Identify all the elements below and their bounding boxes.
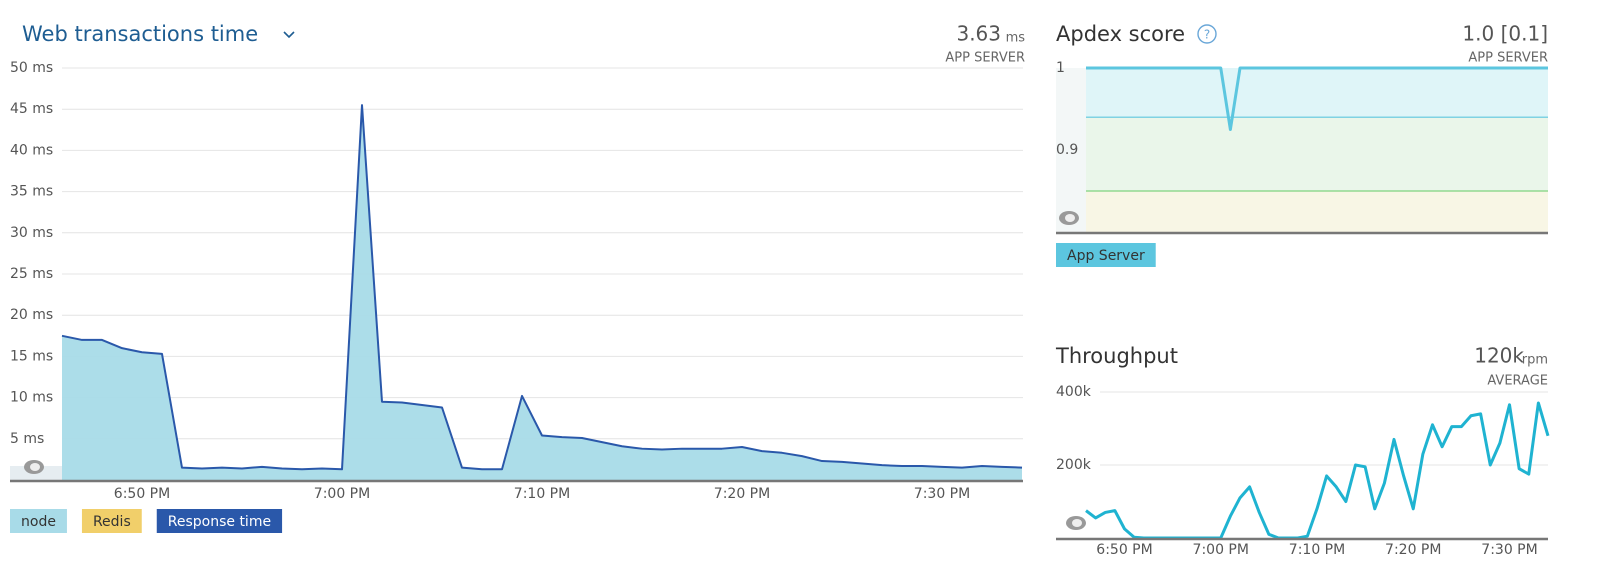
legend-swatch[interactable] bbox=[1056, 243, 1156, 267]
toggle-icon-inner[interactable] bbox=[1072, 519, 1082, 527]
chart-title[interactable]: Web transactions time bbox=[22, 22, 258, 46]
x-tick-label: 7:00 PM bbox=[314, 486, 370, 502]
x-tick-label: 7:30 PM bbox=[1481, 542, 1537, 558]
y-tick-label: 10 ms bbox=[10, 390, 53, 406]
x-tick-label: 7:10 PM bbox=[514, 486, 570, 502]
toggle-icon-inner[interactable] bbox=[30, 463, 40, 471]
toggle-icon-inner[interactable] bbox=[1065, 214, 1075, 222]
legend-swatch[interactable] bbox=[10, 509, 67, 533]
dropdown-chevron[interactable] bbox=[283, 31, 295, 39]
y-tick-label: 40 ms bbox=[10, 142, 53, 158]
summary-label: APP SERVER bbox=[1468, 51, 1548, 66]
y-tick-label: 50 ms bbox=[10, 60, 53, 76]
legend-label[interactable]: Response time bbox=[168, 514, 271, 530]
summary-label: APP SERVER bbox=[945, 51, 1025, 66]
y-tick-label: 45 ms bbox=[10, 101, 53, 117]
chart-title: Apdex score bbox=[1056, 22, 1185, 46]
y-tick-label: 35 ms bbox=[10, 184, 53, 200]
y-tick-label: 30 ms bbox=[10, 225, 53, 241]
no-data-fade bbox=[1056, 68, 1086, 232]
summary-value: 1.0 [0.1] bbox=[1462, 22, 1548, 46]
x-tick-label: 7:20 PM bbox=[1385, 542, 1441, 558]
area bbox=[62, 105, 1022, 470]
apdex-band bbox=[1086, 68, 1548, 118]
summary-unit: ms bbox=[1006, 31, 1026, 46]
y-tick-label: 5 ms bbox=[10, 431, 44, 447]
help-icon[interactable] bbox=[1197, 24, 1217, 44]
y-tick-label: 1 bbox=[1056, 60, 1065, 76]
y-tick-label: 25 ms bbox=[10, 266, 53, 282]
y-tick-label: 0.9 bbox=[1056, 142, 1078, 158]
legend-swatch[interactable] bbox=[156, 509, 283, 533]
x-tick-label: 6:50 PM bbox=[114, 486, 170, 502]
area bbox=[62, 105, 1022, 480]
summary-unit: rpm bbox=[1522, 353, 1548, 368]
legend-label[interactable]: App Server bbox=[1067, 248, 1145, 264]
x-tick-label: 7:30 PM bbox=[914, 486, 970, 502]
legend-label[interactable]: Redis bbox=[93, 514, 131, 530]
help-icon-glyph[interactable]: ? bbox=[1204, 28, 1210, 42]
y-tick-label: 200k bbox=[1056, 457, 1092, 473]
apdex-band bbox=[1086, 117, 1548, 191]
line bbox=[1085, 401, 1550, 540]
legend-swatch[interactable] bbox=[81, 509, 142, 533]
chart-title: Throughput bbox=[1055, 344, 1178, 368]
y-tick-label: 15 ms bbox=[10, 348, 53, 364]
summary-value: 3.63 bbox=[956, 22, 1001, 46]
summary-value: 120k bbox=[1474, 344, 1524, 368]
x-tick-label: 7:10 PM bbox=[1289, 542, 1345, 558]
line bbox=[61, 104, 1023, 471]
apdex-band bbox=[1086, 191, 1548, 232]
summary-label: AVERAGE bbox=[1487, 374, 1548, 389]
x-tick-label: 7:20 PM bbox=[714, 486, 770, 502]
x-tick-label: 7:00 PM bbox=[1193, 542, 1249, 558]
y-tick-label: 20 ms bbox=[10, 307, 53, 323]
y-tick-label: 400k bbox=[1056, 384, 1092, 400]
legend-label[interactable]: node bbox=[21, 514, 56, 530]
x-tick-label: 6:50 PM bbox=[1096, 542, 1152, 558]
line bbox=[1086, 66, 1548, 131]
